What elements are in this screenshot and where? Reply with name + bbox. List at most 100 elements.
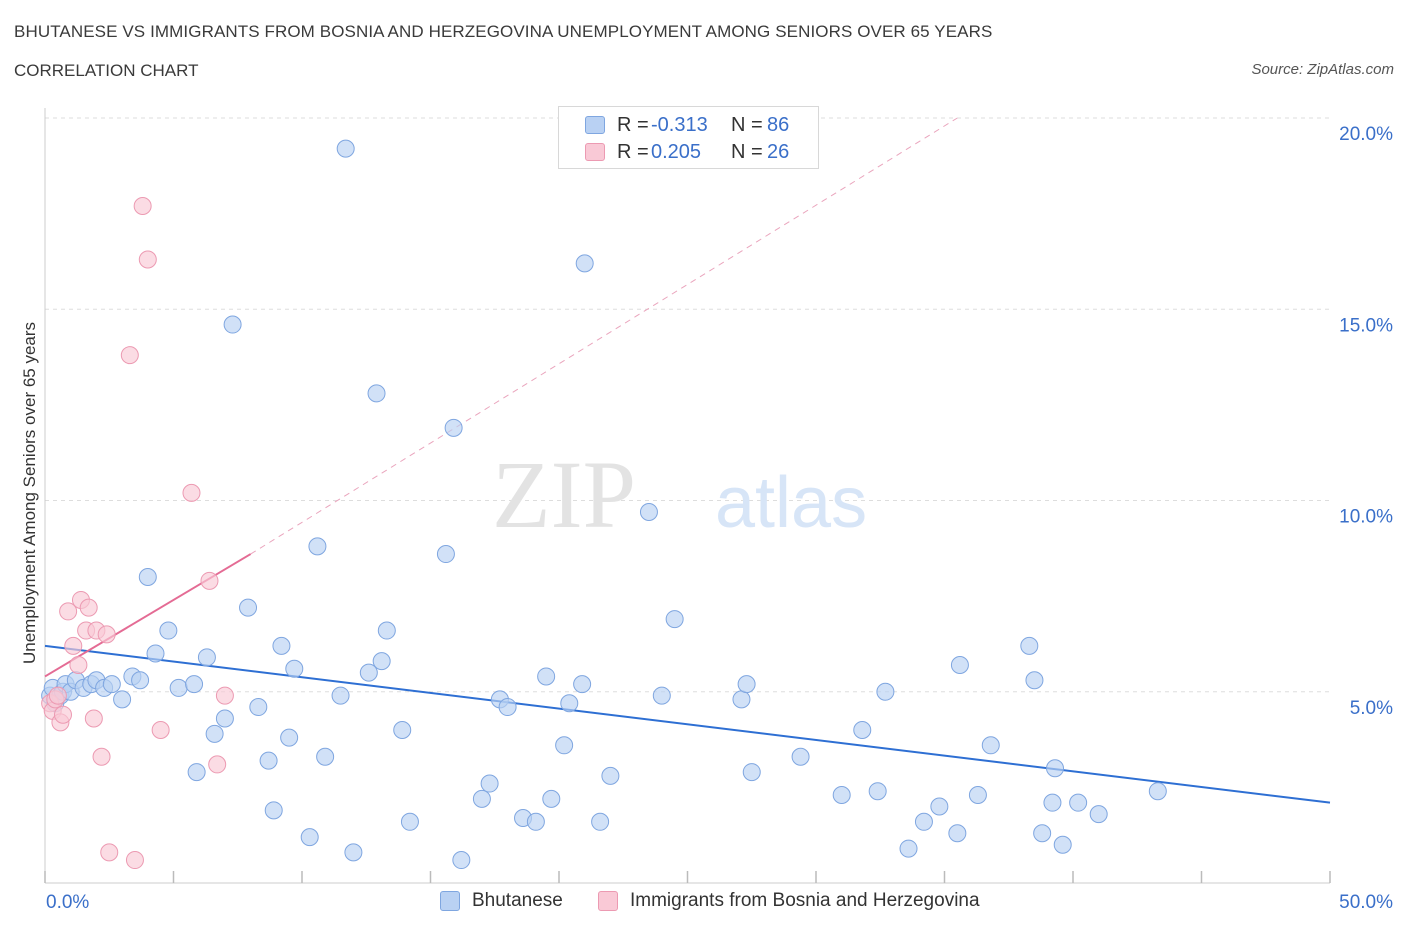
point-bhutanese (1053, 835, 1072, 854)
point-bhutanese (264, 801, 283, 820)
point-bhutanese (737, 675, 756, 694)
point-bhutanese (537, 667, 556, 686)
point-bhutanese (331, 686, 350, 705)
point-bhutanese (732, 690, 751, 709)
bottom-legend-swatch-blue (440, 891, 460, 911)
legend-r-value: -0.313 (651, 113, 708, 136)
point-bhutanese (899, 839, 918, 858)
bottom-legend-bosnia[interactable]: Immigrants from Bosnia and Herzegovina (598, 890, 980, 912)
legend-r-label: R = (617, 113, 649, 136)
legend-r-value: 0.205 (651, 140, 702, 163)
point-bosnia (64, 636, 83, 655)
point-bhutanese (526, 812, 545, 831)
point-bhutanese (1046, 759, 1065, 778)
point-bhutanese (400, 812, 419, 831)
point-bhutanese (259, 751, 278, 770)
point-bhutanese (272, 636, 291, 655)
point-bhutanese (601, 766, 620, 785)
point-bhutanese (480, 774, 499, 793)
point-bhutanese (498, 698, 517, 717)
point-bhutanese (102, 675, 121, 694)
point-bosnia (151, 721, 170, 739)
point-bhutanese (1043, 793, 1062, 812)
point-bhutanese (185, 675, 204, 694)
y-tick-label: 5.0% (1350, 698, 1393, 719)
point-bosnia (208, 755, 227, 774)
point-bhutanese (868, 782, 887, 801)
point-bhutanese (452, 851, 471, 870)
point-bosnia (138, 250, 157, 269)
point-bhutanese (146, 644, 165, 663)
point-bhutanese (968, 786, 987, 805)
tick-labels: 5.0% 10.0% 15.0% 20.0% 0.0% 50.0% (46, 124, 1393, 913)
point-bhutanese (377, 621, 396, 640)
point-bhutanese (542, 789, 561, 808)
point-bhutanese (436, 545, 455, 564)
legend-swatch-blue (585, 116, 605, 134)
y-tick-label: 15.0% (1339, 315, 1393, 336)
point-bosnia (100, 843, 119, 862)
point-bhutanese (948, 824, 967, 843)
point-bosnia (92, 747, 111, 766)
point-bhutanese (573, 675, 592, 694)
point-bhutanese (1069, 793, 1088, 812)
point-bosnia (133, 196, 152, 215)
point-bhutanese (113, 690, 132, 709)
point-bhutanese (914, 812, 933, 831)
point-bhutanese (791, 747, 810, 766)
point-bhutanese (336, 139, 355, 158)
legend-row-bosnia: R = 0.205 N = 26 (585, 140, 789, 164)
point-bosnia (182, 483, 201, 502)
bottom-legend-label: Immigrants from Bosnia and Herzegovina (630, 890, 980, 911)
legend-swatch-pink (585, 143, 605, 161)
point-bhutanese (300, 828, 319, 847)
point-bosnia (69, 655, 88, 674)
legend-r-label: R = (617, 140, 649, 163)
point-bosnia (215, 686, 234, 705)
point-bhutanese (575, 254, 594, 273)
point-bhutanese (853, 721, 872, 739)
point-bhutanese (215, 709, 234, 728)
point-bosnia (200, 571, 219, 590)
point-bhutanese (1089, 805, 1108, 824)
point-bhutanese (742, 763, 761, 782)
point-bhutanese (950, 655, 969, 674)
point-bhutanese (249, 698, 268, 717)
chart-title: BHUTANESE VS IMMIGRANTS FROM BOSNIA AND … (14, 22, 993, 41)
legend-n-value: 86 (767, 113, 790, 136)
point-bosnia (59, 602, 78, 621)
point-bhutanese (1033, 824, 1052, 843)
bottom-legend-bhutanese[interactable]: Bhutanese (440, 890, 563, 912)
axes (44, 108, 1331, 884)
point-bosnia (48, 686, 67, 705)
point-bhutanese (555, 736, 574, 755)
trend-lines (44, 117, 1331, 804)
chart-subtitle: CORRELATION CHART (14, 61, 199, 80)
x-tick-label: 50.0% (1339, 892, 1393, 913)
point-bhutanese (223, 315, 242, 334)
point-bhutanese (1148, 782, 1167, 801)
watermark-zip: ZIP (492, 441, 636, 548)
point-bhutanese (159, 621, 178, 640)
point-bhutanese (1025, 671, 1044, 690)
point-bhutanese (308, 537, 327, 556)
point-bhutanese (169, 678, 188, 697)
point-bhutanese (591, 812, 610, 831)
point-bhutanese (280, 728, 299, 747)
point-bhutanese (472, 789, 491, 808)
legend-n-label: N = (731, 140, 763, 163)
point-bhutanese (367, 384, 386, 403)
correlation-legend: R = -0.313 N = 86 R = 0.205 N = 26 (558, 106, 819, 169)
point-bosnia (97, 625, 116, 644)
point-bhutanese (197, 648, 216, 667)
watermark: ZIP atlas (492, 441, 867, 548)
x-tick-label: 0.0% (46, 892, 89, 913)
y-tick-label: 10.0% (1339, 507, 1393, 528)
grid-lines (45, 117, 1330, 693)
data-points (41, 139, 1167, 870)
point-bhutanese (832, 786, 851, 805)
y-tick-label: 20.0% (1339, 124, 1393, 145)
point-bhutanese (285, 659, 304, 678)
point-bhutanese (372, 652, 391, 671)
point-bhutanese (981, 736, 1000, 755)
